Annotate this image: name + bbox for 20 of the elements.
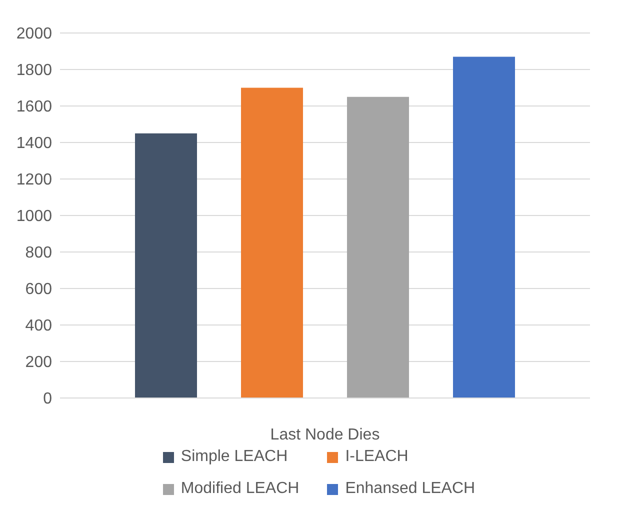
bar <box>135 133 197 398</box>
y-tick-label: 1800 <box>16 62 52 80</box>
y-tick-label: 200 <box>25 354 52 372</box>
y-tick-label: 0 <box>43 390 52 408</box>
legend-label: Simple LEACH <box>180 448 288 466</box>
x-tick-label: Last Node Dies <box>270 426 380 444</box>
legend-label: I-LEACH <box>345 448 408 466</box>
bar <box>347 96 409 398</box>
y-tick-label: 1200 <box>16 172 52 189</box>
legend-label: Modified LEACH <box>180 480 300 498</box>
y-tick-label: 600 <box>25 281 52 298</box>
bar <box>241 88 303 398</box>
y-tick-label: 2000 <box>16 26 52 43</box>
y-tick-label: 400 <box>25 318 52 335</box>
y-tick-label: 1600 <box>16 98 52 116</box>
bar <box>453 56 515 398</box>
legend-label: Enhansed LEACH <box>345 480 476 498</box>
y-tick-label: 1400 <box>16 135 52 152</box>
y-tick-label: 1000 <box>16 208 52 226</box>
y-tick-label: 800 <box>25 244 52 262</box>
